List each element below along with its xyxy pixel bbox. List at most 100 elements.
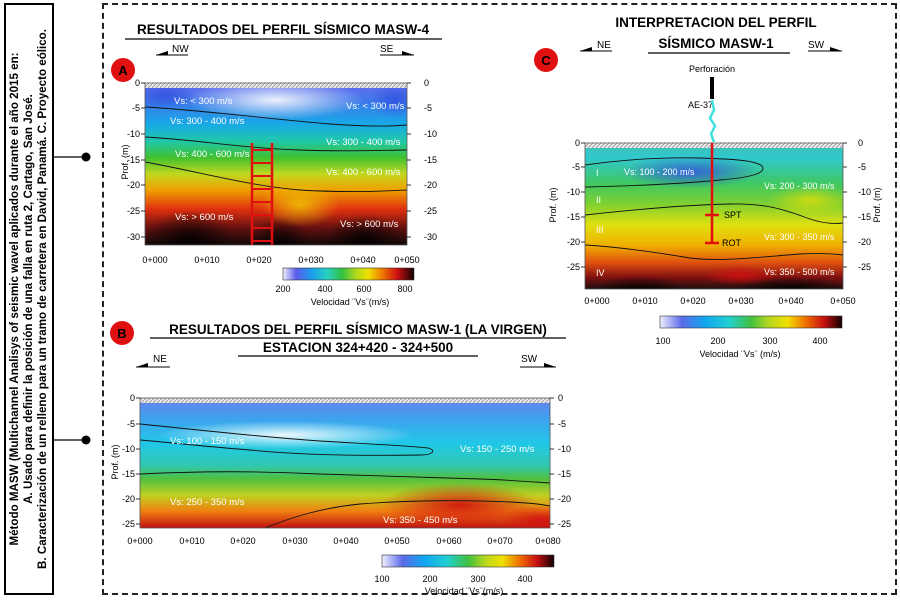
panel-c-colorbar-ticks: 100 200 300 400 [655,336,827,346]
panel-c-section [585,143,843,289]
svg-text:0+010: 0+010 [194,255,219,265]
panel-b-ylabel: Prof. (m) [110,444,120,479]
svg-text:0+040: 0+040 [778,296,803,306]
svg-text:200: 200 [422,574,437,584]
borehole-title: Perforación [689,64,735,74]
svg-text:-25: -25 [127,206,140,216]
svg-text:0: 0 [424,78,429,88]
panel-a-ladder [250,143,274,245]
svg-text:-10: -10 [424,129,437,139]
svg-text:-30: -30 [127,232,140,242]
svg-text:-10: -10 [127,129,140,139]
panel-a-title: RESULTADOS DEL PERFIL SÍSMICO MASW-4 [137,22,429,37]
panel-c-title-1: INTERPRETACION DEL PERFIL [615,15,816,30]
label-a-1: Vs: < 300 m/s [174,96,233,107]
panel-c-yaxis-left: 0 -5 -10 -15 -20 -25 [567,138,580,272]
svg-text:0+000: 0+000 [584,296,609,306]
panel-b-yaxis-left: 0 -5 -10 -15 -20 -25 [122,393,135,529]
panel-c-dir-right: SW [808,40,825,51]
panel-a-section [145,83,407,245]
label-a-2: Vs: < 300 m/s [346,101,405,112]
svg-text:-15: -15 [558,469,571,479]
svg-text:0: 0 [858,138,863,148]
svg-text:-20: -20 [127,180,140,190]
label-b-1: Vs: 100 - 150 m/s [170,436,245,447]
svg-text:100: 100 [655,336,670,346]
label-c-1: Vs: 100 - 200 m/s [624,167,695,177]
svg-text:0+000: 0+000 [127,536,152,546]
svg-text:-25: -25 [858,262,871,272]
svg-text:400: 400 [812,336,827,346]
svg-text:-20: -20 [122,494,135,504]
label-b-4: Vs: 350 - 450 m/s [383,515,458,526]
borehole-rot: ROT [722,238,742,248]
svg-text:-15: -15 [858,212,871,222]
borehole: Perforación AE-37 SPT ROT [688,64,742,248]
svg-text:-20: -20 [424,180,437,190]
layer-ii: II [596,195,601,205]
svg-text:0+030: 0+030 [282,536,307,546]
panel-b-dir-left: NE [153,354,167,365]
svg-text:-5: -5 [858,162,866,172]
svg-text:-20: -20 [858,237,871,247]
svg-text:-15: -15 [122,469,135,479]
svg-text:600: 600 [356,284,371,294]
panel-b-xaxis: 0+000 0+010 0+020 0+030 0+040 0+050 0+06… [127,536,560,546]
svg-text:-10: -10 [122,444,135,454]
panel-b-colorbar-ticks: 100 200 300 400 [374,574,532,584]
svg-text:0+030: 0+030 [298,255,323,265]
svg-text:300: 300 [470,574,485,584]
svg-text:0: 0 [575,138,580,148]
label-a-5: Vs: 400 - 600 m/s [175,149,250,160]
svg-text:-20: -20 [558,494,571,504]
panel-c-colorbar-label: Velocidad ¨Vs¨ (m/s) [699,349,780,359]
panel-c-xaxis: 0+000 0+010 0+020 0+030 0+040 0+050 [584,296,855,306]
svg-text:0+030: 0+030 [728,296,753,306]
svg-text:200: 200 [275,284,290,294]
panel-a-yaxis-right: 0 -5 -10 -15 -20 -25 -30 [424,78,437,242]
svg-text:-5: -5 [572,162,580,172]
label-c-3: Vs: 300 - 350 m/s [764,232,835,242]
svg-text:200: 200 [710,336,725,346]
svg-text:-10: -10 [567,187,580,197]
svg-text:100: 100 [374,574,389,584]
label-b-3: Vs: 250 - 350 m/s [170,497,245,508]
svg-text:-5: -5 [424,103,432,113]
svg-text:0+060: 0+060 [436,536,461,546]
svg-text:0: 0 [558,393,563,403]
svg-text:0+020: 0+020 [246,255,271,265]
svg-text:400: 400 [517,574,532,584]
layer-i: I [596,168,599,178]
sidebar-caption: Método MASW (Multichannel Analisys of se… [4,3,54,595]
label-a-4: Vs: 300 - 400 m/s [326,137,401,148]
svg-text:300: 300 [762,336,777,346]
svg-text:-5: -5 [127,419,135,429]
svg-text:0: 0 [135,78,140,88]
panel-a: A RESULTADOS DEL PERFIL SÍSMICO MASW-4 N… [111,22,442,307]
svg-text:-15: -15 [567,212,580,222]
svg-text:-25: -25 [558,519,571,529]
svg-text:0+050: 0+050 [830,296,855,306]
svg-text:0+050: 0+050 [384,536,409,546]
svg-text:0+080: 0+080 [535,536,560,546]
svg-text:0+020: 0+020 [680,296,705,306]
badge-a-circle [111,58,135,82]
panel-b-colorbar-label: Velocidad ¨Vs¨(m/s) [425,586,504,596]
panel-a-ylabel: Prof. (m) [120,144,130,179]
layer-iii: III [596,225,604,235]
panel-a-colorbar [282,267,415,281]
badge-c: C [541,53,551,68]
panel-c-ylabel-left: Prof. (m) [548,187,558,222]
svg-text:0+010: 0+010 [632,296,657,306]
label-a-7: Vs: > 600 m/s [175,212,234,223]
svg-text:-25: -25 [424,206,437,216]
panel-a-colorbar-ticks: 200 400 600 800 [275,284,412,294]
svg-text:-20: -20 [567,237,580,247]
panel-c-dir-left: NE [597,40,611,51]
svg-text:-10: -10 [858,187,871,197]
panel-c-yaxis-right: 0 -5 -10 -15 -20 -25 [858,138,871,272]
panel-a-xaxis: 0+000 0+010 0+020 0+030 0+040 0+050 [142,255,419,265]
svg-text:0+040: 0+040 [333,536,358,546]
badge-a: A [118,63,128,78]
